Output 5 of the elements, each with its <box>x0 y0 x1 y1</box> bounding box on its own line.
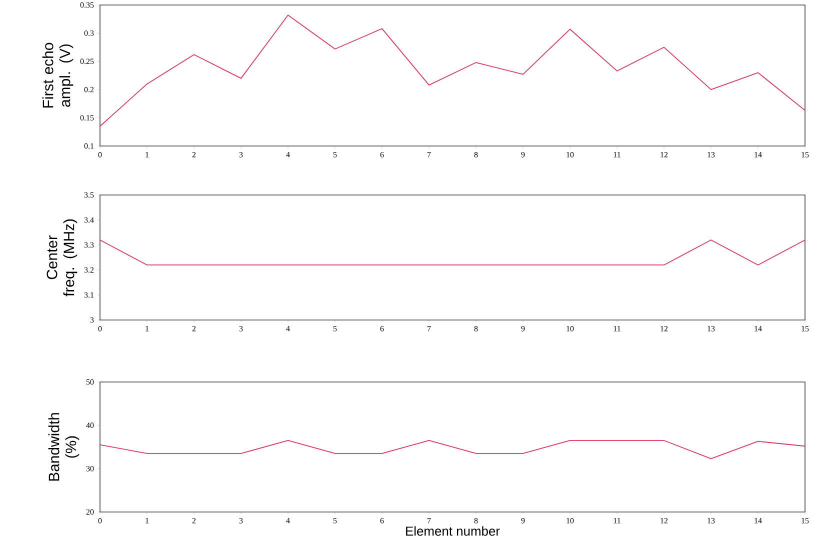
y-axis-title: Bandwidth (%) <box>48 413 80 481</box>
line-series <box>100 14 806 127</box>
x-axis-title: Element number <box>406 526 500 536</box>
y-axis-title: Center freq. (MHz) <box>46 219 78 296</box>
y-axis-title: First echo ampl. (V) <box>42 42 74 108</box>
